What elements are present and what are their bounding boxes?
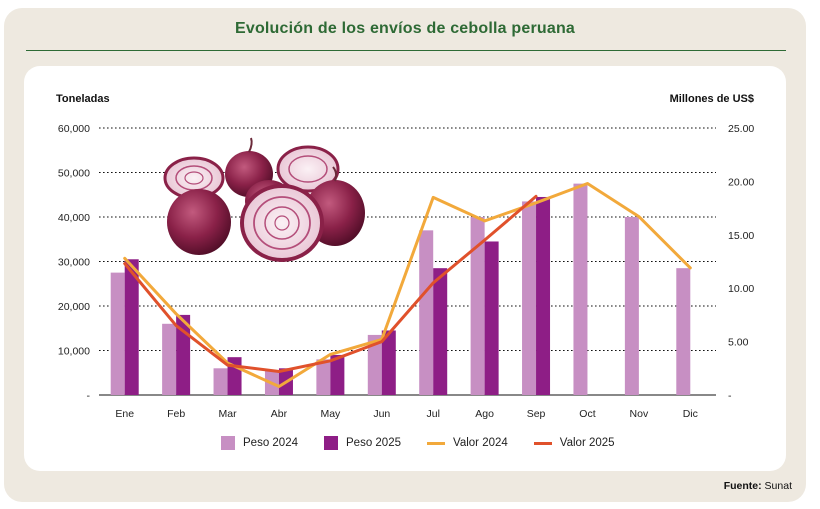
legend-label: Peso 2025 [346, 437, 401, 449]
x-axis: Ene Feb Mar Abr May Jun Jul Ago Sep Oct Nov Dic [115, 408, 698, 420]
legend-item-peso-2025: Peso 2025 [324, 436, 401, 450]
y-tick-left: 60,000 [58, 123, 90, 135]
x-tick-label: Dic [683, 408, 698, 420]
legend-label: Valor 2024 [453, 437, 508, 449]
x-tick-label: Nov [630, 408, 649, 420]
x-tick-label: Jun [373, 408, 390, 420]
x-tick-label: Ene [115, 408, 134, 420]
legend-item-peso-2024: Peso 2024 [221, 436, 298, 450]
combo-chart: 60,000 50,000 40,000 30,000 20,000 10,000 - 25… [58, 123, 755, 420]
legend-label: Valor 2025 [559, 437, 615, 449]
bar-peso-2024 [573, 183, 588, 395]
y-tick-right: 5.00 [728, 337, 749, 349]
source-value: Sunat [764, 480, 792, 492]
gridlines [99, 127, 716, 396]
y-tick-right: 10.00 [728, 283, 754, 295]
y-tick-right: 25.00 [728, 123, 754, 135]
legend-item-valor-2024: Valor 2024 [427, 437, 508, 449]
title-underline [26, 50, 786, 51]
bar-peso-2025 [536, 196, 551, 395]
legend-swatch [533, 441, 552, 445]
x-tick-label: Feb [167, 408, 185, 420]
y-axis-label-right: Millones de US$ [669, 93, 754, 105]
y-tick-right: 15.00 [728, 230, 754, 242]
y-tick-right: - [728, 390, 732, 402]
y-axis-label-left: Toneladas [56, 93, 110, 105]
chart-frame: Evolución de los envíos de cebolla perua… [4, 8, 806, 502]
y-tick-left: 50,000 [58, 168, 90, 180]
y-axis-left: 60,000 50,000 40,000 30,000 20,000 10,000 - [58, 123, 91, 402]
bar-peso-2024 [624, 217, 639, 395]
bar-peso-2024 [522, 201, 537, 395]
y-tick-left: 30,000 [58, 257, 90, 269]
y-tick-right: 20.00 [728, 176, 754, 188]
chart-card: Toneladas Millones de US$ 60,000 50,000 40… [24, 66, 786, 471]
x-tick-label: Mar [218, 408, 237, 420]
x-tick-label: Jul [426, 408, 439, 420]
chart-title: Evolución de los envíos de cebolla perua… [234, 20, 576, 37]
legend-swatch [324, 436, 338, 450]
lines [123, 182, 692, 388]
y-tick-left: - [87, 390, 91, 402]
source-note: Fuente: Sunat [724, 480, 792, 492]
bar-peso-2024 [419, 230, 434, 395]
bar-peso-2024 [110, 272, 125, 395]
bar-peso-2024 [367, 334, 382, 395]
line-valor-2025 [123, 194, 538, 373]
bar-peso-2025 [484, 241, 499, 395]
y-axis-right: 25.00 20.00 15.00 10.00 5.00 - [728, 123, 754, 402]
legend-swatch [221, 436, 235, 450]
x-tick-label: May [320, 408, 341, 420]
bar-peso-2024 [213, 368, 228, 395]
line-valor-2024 [123, 182, 692, 388]
bar-peso-2025 [124, 259, 139, 395]
x-tick-label: Oct [579, 408, 595, 420]
x-tick-label: Sep [527, 408, 546, 420]
bars [110, 183, 691, 395]
bar-peso-2025 [330, 354, 345, 395]
bar-peso-2024 [470, 217, 485, 395]
y-tick-left: 40,000 [58, 212, 90, 224]
legend-item-valor-2025: Valor 2025 [533, 437, 615, 449]
y-tick-left: 20,000 [58, 301, 90, 313]
onion-illustration [163, 137, 365, 262]
legend-swatch [427, 441, 445, 445]
bar-peso-2025 [433, 268, 448, 395]
x-tick-label: Abr [271, 408, 288, 420]
legend: Peso 2024 Peso 2025 Valor 2024 Valor 202… [221, 436, 641, 450]
bar-peso-2025 [381, 330, 396, 395]
bar-peso-2024 [162, 323, 177, 395]
x-tick-label: Ago [475, 408, 494, 420]
legend-label: Peso 2024 [243, 437, 298, 449]
bar-peso-2024 [676, 268, 691, 395]
source-label: Fuente: [723, 480, 762, 492]
bar-peso-2024 [316, 359, 331, 395]
y-tick-left: 10,000 [58, 346, 90, 358]
